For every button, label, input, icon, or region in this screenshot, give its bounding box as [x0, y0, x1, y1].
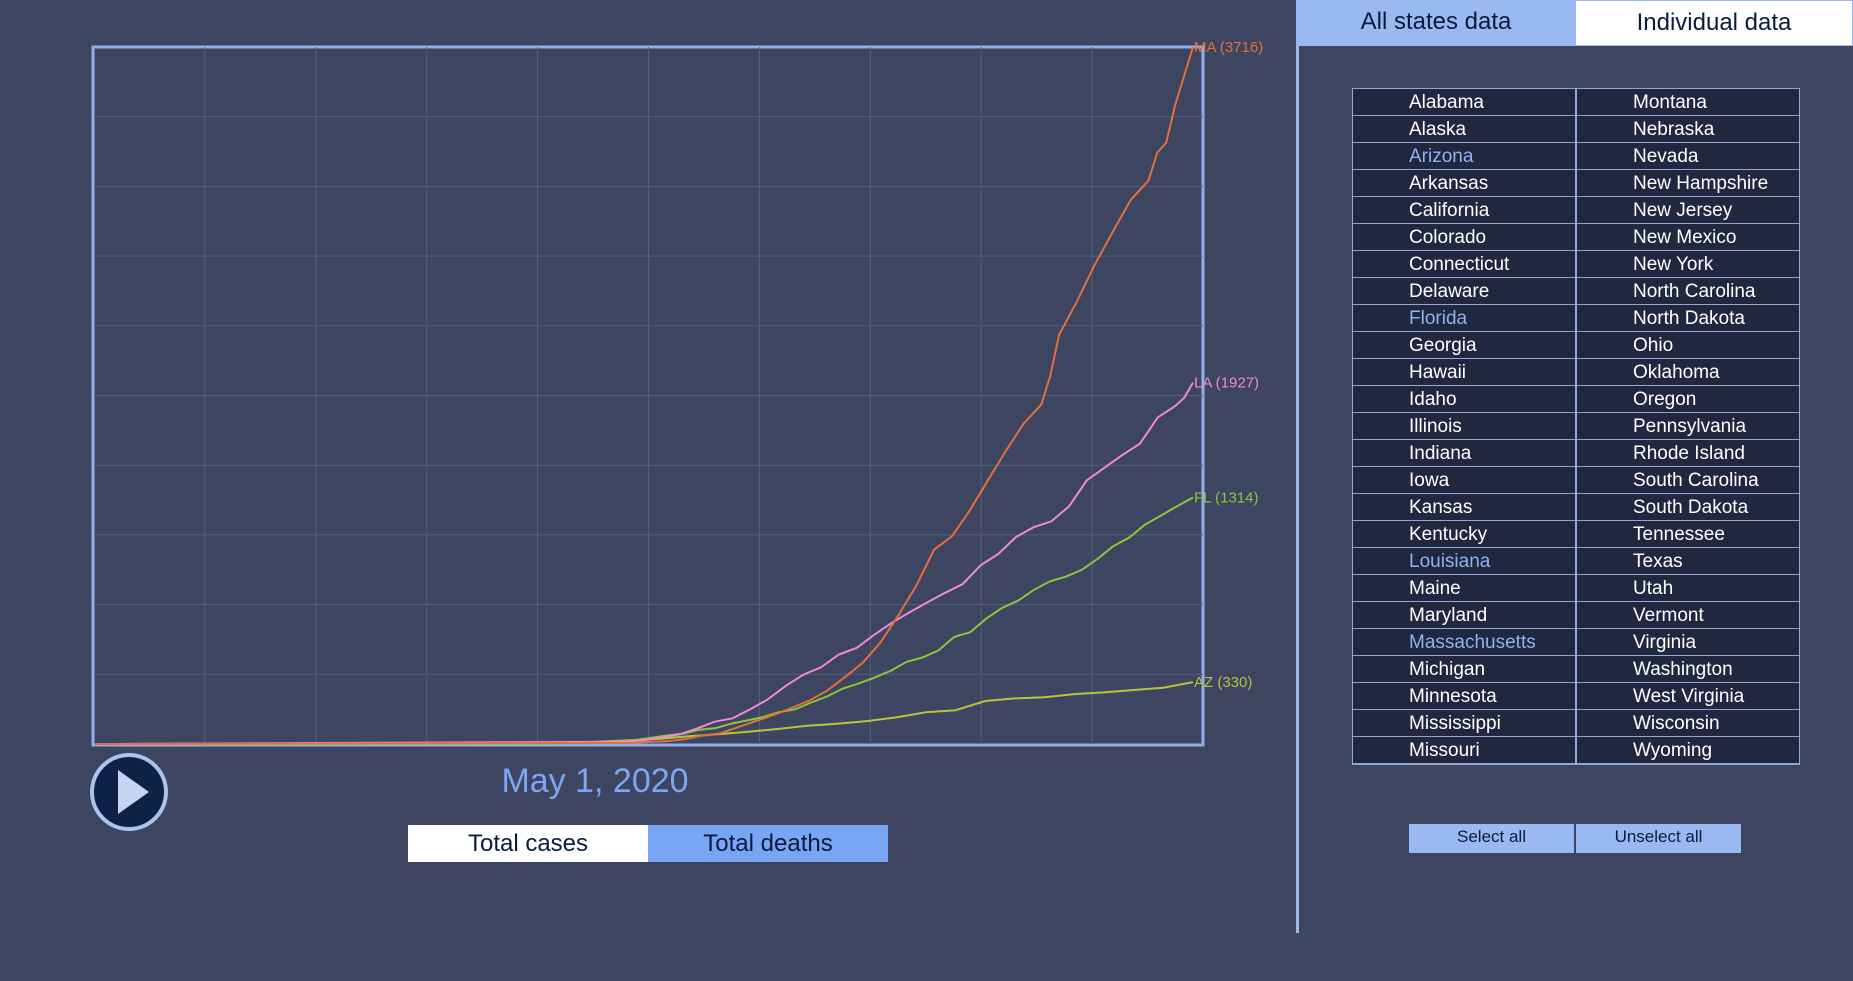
state-item-ohio[interactable]: Ohio [1577, 332, 1799, 359]
state-item-kansas[interactable]: Kansas [1353, 494, 1575, 521]
state-item-new-york[interactable]: New York [1577, 251, 1799, 278]
state-item-tennessee[interactable]: Tennessee [1577, 521, 1799, 548]
state-item-pennsylvania[interactable]: Pennsylvania [1577, 413, 1799, 440]
state-item-texas[interactable]: Texas [1577, 548, 1799, 575]
state-item-washington[interactable]: Washington [1577, 656, 1799, 683]
state-item-illinois[interactable]: Illinois [1353, 413, 1575, 440]
series-lines [94, 46, 1194, 745]
series-line-la [94, 382, 1194, 745]
gridlines [94, 47, 1203, 744]
state-item-wyoming[interactable]: Wyoming [1577, 737, 1799, 764]
state-item-delaware[interactable]: Delaware [1353, 278, 1575, 305]
state-item-wisconsin[interactable]: Wisconsin [1577, 710, 1799, 737]
state-item-arkansas[interactable]: Arkansas [1353, 170, 1575, 197]
series-line-az [94, 681, 1194, 745]
state-item-north-dakota[interactable]: North Dakota [1577, 305, 1799, 332]
series-end-label-az: AZ (330) [1194, 674, 1252, 691]
state-selection-table: Alabama Montana Alaska Nebraska Arizona Nevad… [1352, 88, 1800, 765]
state-item-new-hampshire[interactable]: New Hampshire [1577, 170, 1799, 197]
state-item-michigan[interactable]: Michigan [1353, 656, 1575, 683]
state-item-idaho[interactable]: Idaho [1353, 386, 1575, 413]
state-item-california[interactable]: California [1353, 197, 1575, 224]
state-item-nebraska[interactable]: Nebraska [1577, 116, 1799, 143]
select-all-button[interactable]: Select all [1409, 824, 1574, 853]
state-item-connecticut[interactable]: Connecticut [1353, 251, 1575, 278]
state-item-iowa[interactable]: Iowa [1353, 467, 1575, 494]
unselect-all-button[interactable]: Unselect all [1576, 824, 1741, 853]
state-item-florida[interactable]: Florida [1353, 305, 1575, 332]
state-item-oklahoma[interactable]: Oklahoma [1577, 359, 1799, 386]
state-item-rhode-island[interactable]: Rhode Island [1577, 440, 1799, 467]
state-item-south-dakota[interactable]: South Dakota [1577, 494, 1799, 521]
total-cases-button[interactable]: Total cases [408, 825, 648, 862]
state-item-alabama[interactable]: Alabama [1353, 89, 1575, 116]
date-label: May 1, 2020 [501, 762, 689, 800]
state-item-virginia[interactable]: Virginia [1577, 629, 1799, 656]
panel-divider [1296, 0, 1299, 933]
play-icon [118, 770, 149, 814]
series-end-label-fl: FL (1314) [1194, 490, 1258, 507]
state-item-minnesota[interactable]: Minnesota [1353, 683, 1575, 710]
state-item-kentucky[interactable]: Kentucky [1353, 521, 1575, 548]
state-item-montana[interactable]: Montana [1577, 89, 1799, 116]
state-item-georgia[interactable]: Georgia [1353, 332, 1575, 359]
state-item-hawaii[interactable]: Hawaii [1353, 359, 1575, 386]
series-end-label-la: LA (1927) [1194, 375, 1259, 392]
total-deaths-button[interactable]: Total deaths [648, 825, 888, 862]
state-item-alaska[interactable]: Alaska [1353, 116, 1575, 143]
state-item-north-carolina[interactable]: North Carolina [1577, 278, 1799, 305]
series-end-label-ma: MA (3716) [1194, 39, 1263, 56]
state-item-utah[interactable]: Utah [1577, 575, 1799, 602]
state-item-massachusetts[interactable]: Massachusetts [1353, 629, 1575, 656]
state-item-nevada[interactable]: Nevada [1577, 143, 1799, 170]
state-item-maryland[interactable]: Maryland [1353, 602, 1575, 629]
state-item-missouri[interactable]: Missouri [1353, 737, 1575, 764]
state-item-mississippi[interactable]: Mississippi [1353, 710, 1575, 737]
state-item-louisiana[interactable]: Louisiana [1353, 548, 1575, 575]
series-end-labels: AZ (330) FL (1314) LA (1927) MA (3716) [1194, 39, 1263, 691]
state-item-arizona[interactable]: Arizona [1353, 143, 1575, 170]
state-item-indiana[interactable]: Indiana [1353, 440, 1575, 467]
state-item-maine[interactable]: Maine [1353, 575, 1575, 602]
state-item-colorado[interactable]: Colorado [1353, 224, 1575, 251]
tab-all-states-data[interactable]: All states data [1297, 0, 1575, 46]
state-item-vermont[interactable]: Vermont [1577, 602, 1799, 629]
state-item-west-virginia[interactable]: West Virginia [1577, 683, 1799, 710]
state-item-oregon[interactable]: Oregon [1577, 386, 1799, 413]
state-item-new-jersey[interactable]: New Jersey [1577, 197, 1799, 224]
tab-individual-data[interactable]: Individual data [1575, 0, 1853, 46]
state-item-south-carolina[interactable]: South Carolina [1577, 467, 1799, 494]
play-button[interactable] [90, 753, 168, 831]
state-item-new-mexico[interactable]: New Mexico [1577, 224, 1799, 251]
series-line-ma [94, 46, 1194, 745]
